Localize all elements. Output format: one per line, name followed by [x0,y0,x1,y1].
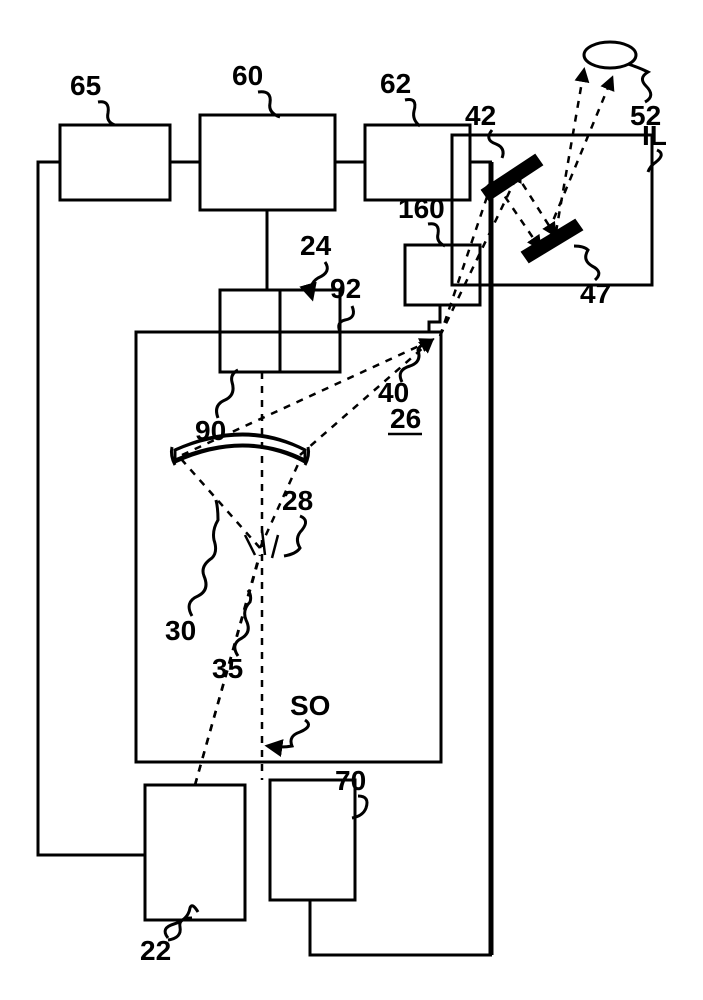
co-24 [311,262,327,298]
schematic-diagram: 26 65 60 62 24 92 90 160 22 70 30 [0,0,703,1000]
label-70: 70 [335,765,366,796]
outer-loop [38,162,492,955]
co-IL [648,150,661,172]
co-65 [98,102,115,125]
co-60 [258,92,280,117]
label-22: 22 [140,935,171,966]
co-62 [405,99,420,126]
box-60 [200,115,335,210]
label-92: 92 [330,273,361,304]
label-35: 35 [212,653,243,684]
label-90: 90 [195,415,226,446]
label-28: 28 [282,485,313,516]
co-160 [428,224,445,246]
co-28 [284,516,306,556]
callouts [98,64,661,940]
co-35 [235,590,251,656]
box-70 [270,780,355,900]
co-SO [268,720,309,747]
box-65 [60,125,170,200]
box-22 [145,785,245,920]
co-52 [628,64,651,102]
label-30: 30 [165,615,196,646]
labels: 65 60 62 24 92 90 160 22 70 30 35 28 40 … [70,60,667,966]
label-62: 62 [380,68,411,99]
co-90 [217,370,238,418]
label-160: 160 [398,193,445,224]
label-40: 40 [378,377,409,408]
label-SO: SO [290,690,330,721]
label-65: 65 [70,70,101,101]
laser-path [195,560,258,785]
co-30 [189,500,218,616]
label-42: 42 [465,100,496,131]
collector-mirror [171,434,308,465]
label-60: 60 [232,60,263,91]
co-47 [574,246,599,280]
label-47: 47 [580,278,611,309]
label-24: 24 [300,230,332,261]
label-IL: IL [642,120,667,151]
